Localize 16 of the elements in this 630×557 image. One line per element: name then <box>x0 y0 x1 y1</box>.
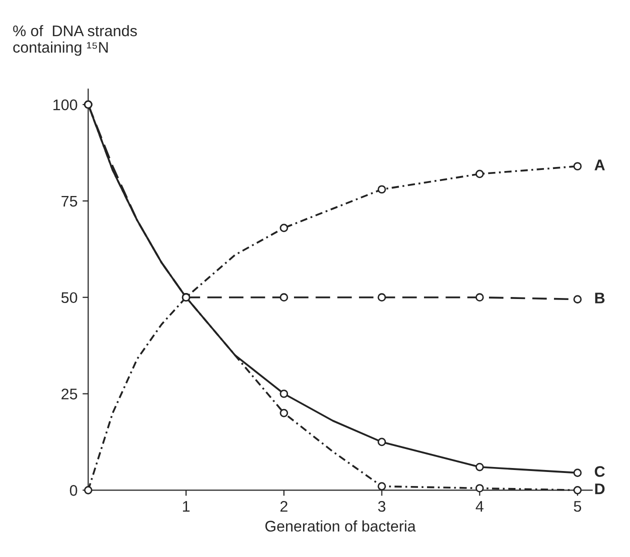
x-tick-label: 4 <box>476 501 484 512</box>
y-tick-label: 0 <box>70 485 78 496</box>
x-tick-label: 1 <box>182 501 190 512</box>
series-label: D <box>595 484 605 494</box>
y-tick-label: 100 <box>53 99 78 110</box>
series-label: B <box>595 292 605 304</box>
y-tick-label: 75 <box>62 196 78 207</box>
y-tick-label: 25 <box>62 388 78 400</box>
series-label: A <box>594 160 605 170</box>
x-tick-label: 2 <box>280 500 288 512</box>
y-tick-label: 50 <box>61 292 78 304</box>
y-axis-title: % of DNA strands containing ¹⁵N <box>13 25 137 56</box>
series-label: C <box>594 466 605 477</box>
x-axis-title: Generation of bacteria <box>265 520 416 532</box>
x-tick-label: 3 <box>378 500 386 512</box>
x-tick-label: 5 <box>574 501 582 512</box>
